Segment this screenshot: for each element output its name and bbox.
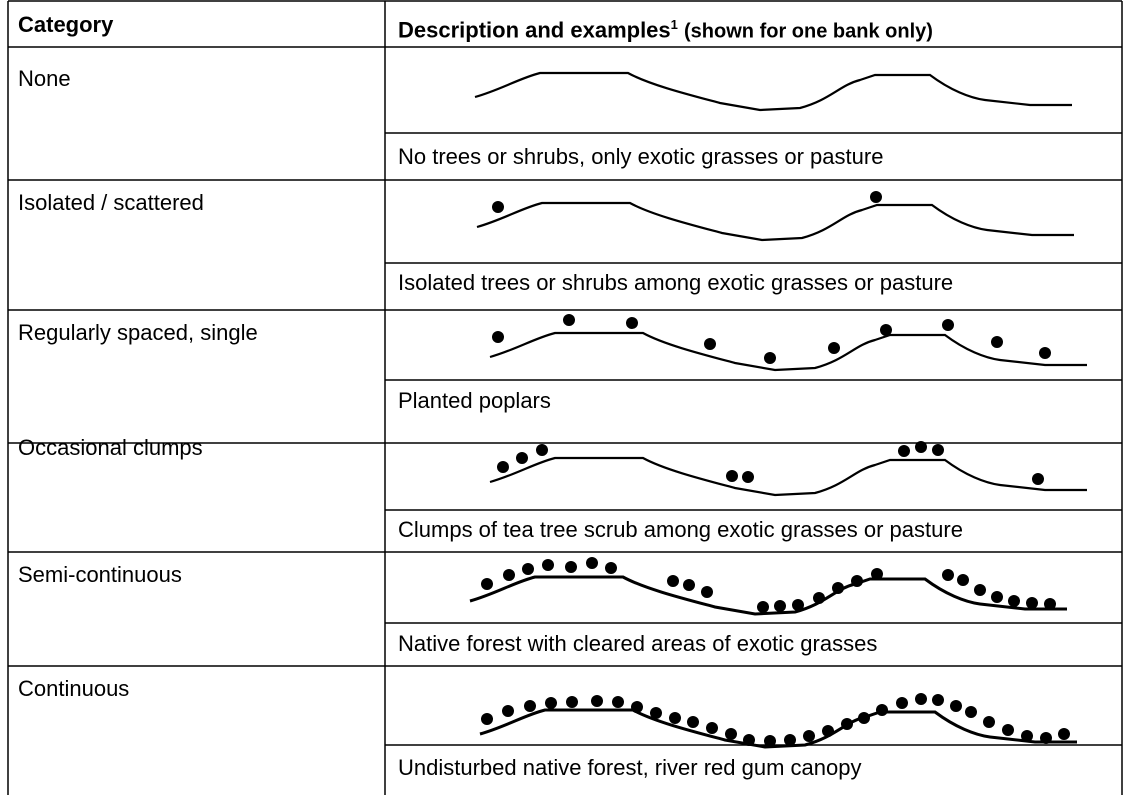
- row-category: Continuous: [18, 676, 130, 701]
- row-category: Regularly spaced, single: [18, 320, 258, 345]
- bank-profile: [475, 201, 1076, 242]
- row-description: Planted poplars: [398, 388, 551, 413]
- trees-isolated: [492, 191, 882, 213]
- row-category: Semi-continuous: [18, 562, 182, 587]
- header-category: Category: [18, 12, 114, 37]
- trees-semi-continuous: [481, 557, 1056, 613]
- row-description: No trees or shrubs, only exotic grasses …: [398, 144, 884, 169]
- trees-regular: [492, 314, 1051, 364]
- row-category: None: [18, 66, 71, 91]
- footnote-mark: 1: [670, 17, 678, 32]
- trees-continuous: [481, 693, 1070, 747]
- row-category: Occasional clumps: [18, 435, 203, 460]
- header-description-text: Description and examples: [398, 17, 671, 43]
- table-borders: [7, 0, 1123, 795]
- bank-profile: [473, 71, 1074, 112]
- header-note: (shown for one bank only): [684, 20, 933, 43]
- row-description: Isolated trees or shrubs among exotic gr…: [398, 270, 954, 295]
- row-category: Isolated / scattered: [18, 190, 204, 215]
- header-description: Description and examples1 (shown for one…: [398, 12, 933, 44]
- row-description: Clumps of tea tree scrub among exotic gr…: [398, 517, 963, 542]
- row-description: Native forest with cleared areas of exot…: [398, 631, 878, 656]
- row-description: Undisturbed native forest, river red gum…: [398, 755, 862, 780]
- bank-profile: [488, 456, 1089, 497]
- trees-clumps: [497, 441, 1044, 485]
- bank-profile: [478, 708, 1079, 749]
